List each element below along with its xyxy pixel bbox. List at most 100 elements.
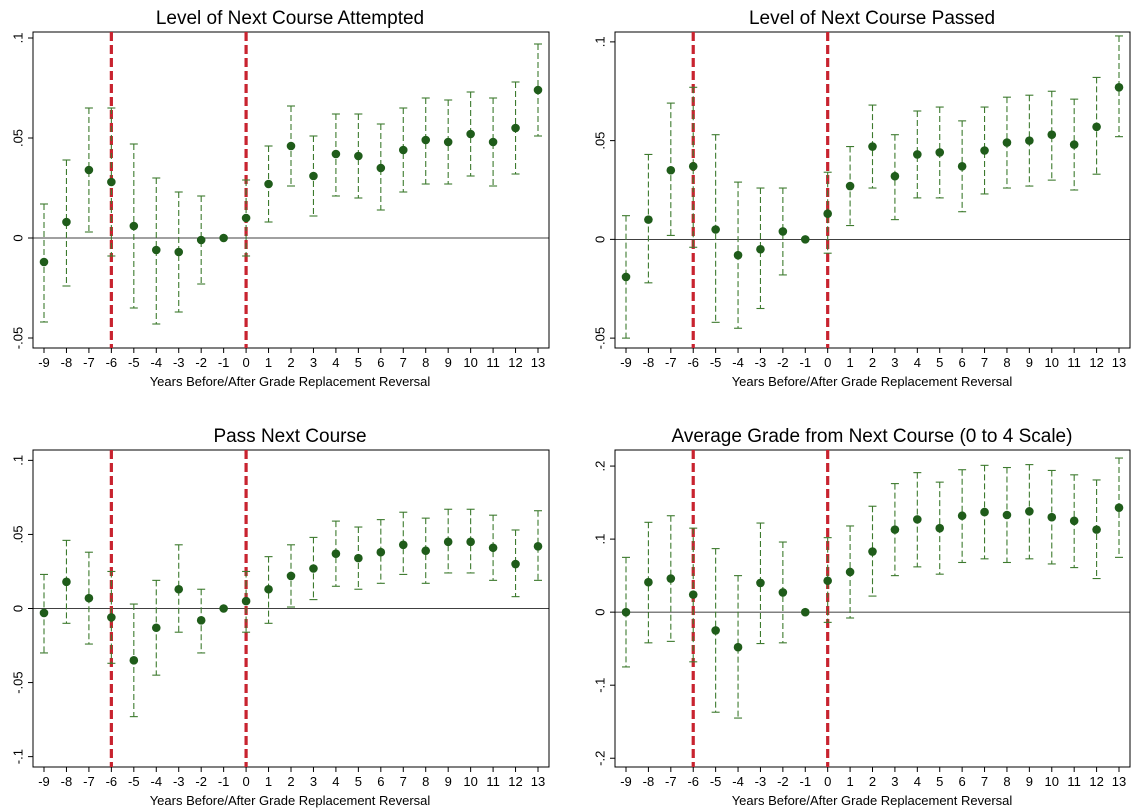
point-estimate [219,604,228,613]
point-estimate [890,171,900,181]
point-estimate [868,142,877,151]
x-tick-label: -4 [150,774,162,789]
x-tick-label: 8 [1003,355,1010,370]
confidence-interval [421,97,430,185]
point-estimate [331,549,341,558]
x-tick-label: -8 [61,774,73,789]
x-tick-label: 1 [846,355,853,370]
point-estimate [129,221,139,231]
confidence-interval [913,110,922,199]
x-tick-label: -4 [150,355,162,370]
point-estimate [711,626,720,635]
point-estimate [376,163,386,173]
x-tick-label: 11 [1067,774,1081,789]
x-tick-label: -3 [173,355,185,370]
panel-title: Average Grade from Next Course (0 to 4 S… [672,426,1073,447]
x-tick-label: 1 [265,355,272,370]
point-estimate [935,523,945,533]
x-tick-label: -6 [106,774,118,789]
x-tick-label: -9 [620,774,632,789]
plot-area: -.2-.10.1.2-9 -8 -7 -6 -5 -4 -3 -2 -1 0 1 2 3 4 5 6 7 8 9 1… [592,449,1131,789]
point-estimate [756,578,765,588]
x-tick-label: 6 [959,355,966,370]
x-tick-label: -2 [777,355,789,370]
x-tick-label: 10 [463,355,477,370]
x-axis-label: Years Before/After Grade Replacement Rev… [150,793,431,808]
x-tick-label: 12 [508,355,522,370]
x-tick-label: 10 [1045,355,1059,370]
x-tick-label: 1 [265,774,272,789]
x-tick-label: -1 [799,774,811,789]
point-estimate [488,543,498,553]
point-estimate [644,215,653,224]
point-estimate [957,162,967,171]
confidence-interval [622,215,630,339]
confidence-interval [511,529,520,598]
point-estimate [309,171,318,181]
point-estimate [778,588,788,597]
x-tick-label: -1 [218,355,230,370]
point-estimate [1025,507,1034,516]
y-tick-label: .05 [10,525,25,543]
x-tick-label: 12 [508,774,522,789]
x-tick-label: 6 [377,774,384,789]
x-tick-label: -8 [643,774,655,789]
x-tick-label: -9 [38,355,50,370]
x-tick-label: 11 [486,774,500,789]
confidence-interval [376,123,385,211]
x-axis-label: Years Before/After Grade Replacement Rev… [732,793,1013,808]
x-tick-label: 0 [824,355,831,370]
point-estimate [800,235,810,244]
point-estimate [1047,512,1057,522]
confidence-interval [823,537,832,623]
x-tick-label: 7 [400,355,407,370]
x-tick-label: 6 [377,355,384,370]
x-tick-label: 2 [287,774,294,789]
point-estimate [823,209,832,218]
point-estimate [1069,140,1079,149]
confidence-interval [689,86,698,248]
point-estimate [286,571,296,581]
point-estimate [174,247,184,257]
plot-area: -.05 0 .05 .1 -9 -8 -7 -6 -5 -4 -3 -2 -1 0 1 2 3 4 5 6 7 8 9 10… [10,31,550,370]
y-tick-label: -.05 [592,327,607,349]
x-tick-label: 4 [332,774,339,789]
x-tick-label: 12 [1089,355,1103,370]
x-tick-label: -4 [732,774,744,789]
y-tick-label: -.05 [10,327,25,349]
x-tick-label: 9 [445,774,452,789]
point-estimate [711,225,720,234]
confidence-interval [174,544,183,633]
point-estimate [533,85,543,95]
x-tick-label: -3 [173,774,185,789]
x-tick-label: 13 [531,355,545,370]
x-tick-label: 3 [310,355,317,370]
point-estimate [1002,138,1012,147]
panel-title: Level of Next Course Passed [749,8,995,29]
point-estimate [466,129,475,139]
panel-average-grade-next-course: Average Grade from Next Course (0 to 4 S… [592,426,1131,808]
point-estimate [84,165,94,175]
point-estimate [84,593,94,603]
x-tick-label: 5 [936,774,943,789]
confidence-interval [666,515,675,642]
point-estimate [219,233,228,243]
point-estimate [756,244,765,254]
point-estimate [688,162,698,171]
panel-title: Pass Next Course [213,426,366,447]
point-estimate [511,559,520,569]
point-estimate [733,642,743,652]
x-tick-label: -7 [83,774,95,789]
x-tick-label: 2 [287,355,294,370]
x-tick-label: -3 [755,774,767,789]
point-estimate [331,149,341,159]
confidence-interval [197,195,206,285]
x-tick-label: -7 [83,355,95,370]
x-tick-label: 11 [486,355,500,370]
point-estimate [443,537,453,547]
y-tick-label: -.1 [10,749,25,764]
point-estimate [913,150,922,159]
x-tick-label: 5 [936,355,943,370]
